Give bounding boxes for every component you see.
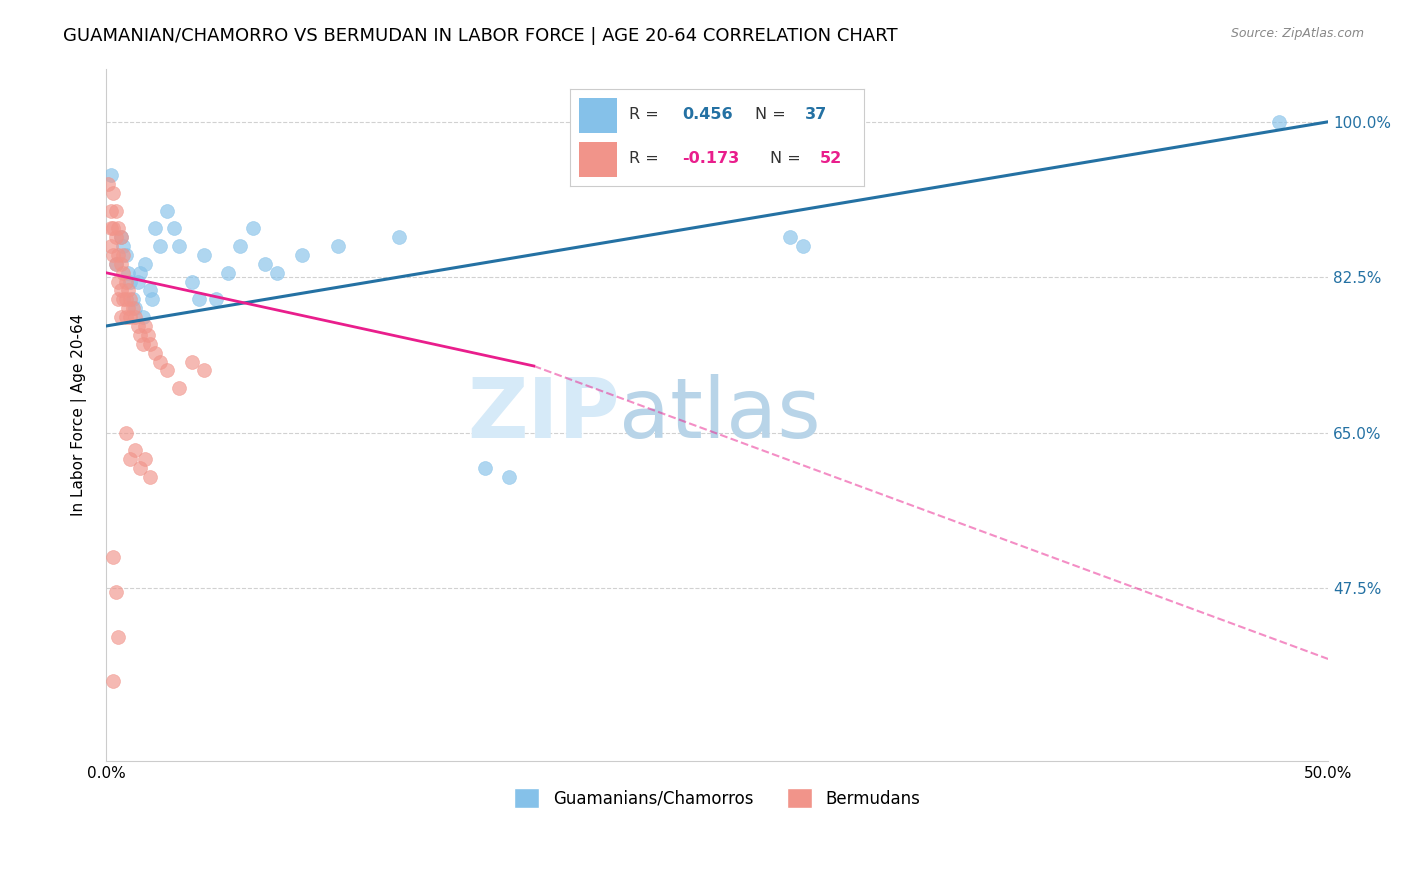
Point [124,310,146,325]
Point [266,266,288,280]
Point [122,293,145,307]
Legend: Guamanians/Chamorros, Bermudans: Guamanians/Chamorros, Bermudans [508,781,927,815]
Point [100,203,122,218]
Point [127,275,149,289]
Point [124,301,146,316]
Point [103,186,125,200]
Point [114,275,136,289]
Point [114,310,136,325]
Point [163,221,186,235]
Point [110,284,132,298]
Point [1268,115,1291,129]
Point [131,310,153,325]
Text: atlas: atlas [619,375,821,455]
Point [156,203,179,218]
Point [229,239,252,253]
Point [124,443,146,458]
Point [117,284,139,298]
Point [103,549,125,564]
Point [149,354,172,368]
Point [120,452,142,467]
Point [110,257,132,271]
Point [139,470,162,484]
Point [120,275,142,289]
Text: ZIP: ZIP [467,375,619,455]
Point [193,363,215,377]
Point [100,168,122,182]
Point [253,257,276,271]
Point [129,461,152,475]
Point [117,266,139,280]
Point [217,266,239,280]
Point [104,257,127,271]
Point [112,248,135,262]
Point [136,327,159,342]
Point [139,336,162,351]
Point [112,266,135,280]
Point [120,310,142,325]
Point [180,354,202,368]
Point [114,293,136,307]
Point [110,230,132,244]
Point [114,425,136,440]
Point [792,239,814,253]
Point [169,381,191,395]
Point [290,248,312,262]
Point [122,301,145,316]
Y-axis label: In Labor Force | Age 20-64: In Labor Force | Age 20-64 [72,314,87,516]
Point [114,248,136,262]
Point [100,239,122,253]
Point [107,275,129,289]
Point [104,230,127,244]
Point [103,248,125,262]
Point [103,674,125,689]
Text: Source: ZipAtlas.com: Source: ZipAtlas.com [1230,27,1364,40]
Point [104,585,127,599]
Point [388,230,411,244]
Point [134,257,156,271]
Point [193,248,215,262]
Point [149,239,172,253]
Point [242,221,264,235]
Point [205,293,228,307]
Point [103,221,125,235]
Point [100,221,122,235]
Point [139,284,162,298]
Point [498,470,520,484]
Text: GUAMANIAN/CHAMORRO VS BERMUDAN IN LABOR FORCE | AGE 20-64 CORRELATION CHART: GUAMANIAN/CHAMORRO VS BERMUDAN IN LABOR … [63,27,898,45]
Point [110,230,132,244]
Point [143,221,166,235]
Point [156,363,179,377]
Point [169,239,191,253]
Point [107,293,129,307]
Point [129,266,152,280]
Point [474,461,496,475]
Point [131,336,153,351]
Point [112,239,135,253]
Point [779,230,801,244]
Point [127,318,149,333]
Point [141,293,163,307]
Point [328,239,350,253]
Point [180,275,202,289]
Point [120,293,142,307]
Point [129,327,152,342]
Point [110,310,132,325]
Point [112,293,135,307]
Point [97,177,120,191]
Point [104,203,127,218]
Point [107,248,129,262]
Point [107,630,129,644]
Point [134,318,156,333]
Point [104,257,127,271]
Point [187,293,209,307]
Point [134,452,156,467]
Point [143,345,166,359]
Point [107,221,129,235]
Point [117,301,139,316]
